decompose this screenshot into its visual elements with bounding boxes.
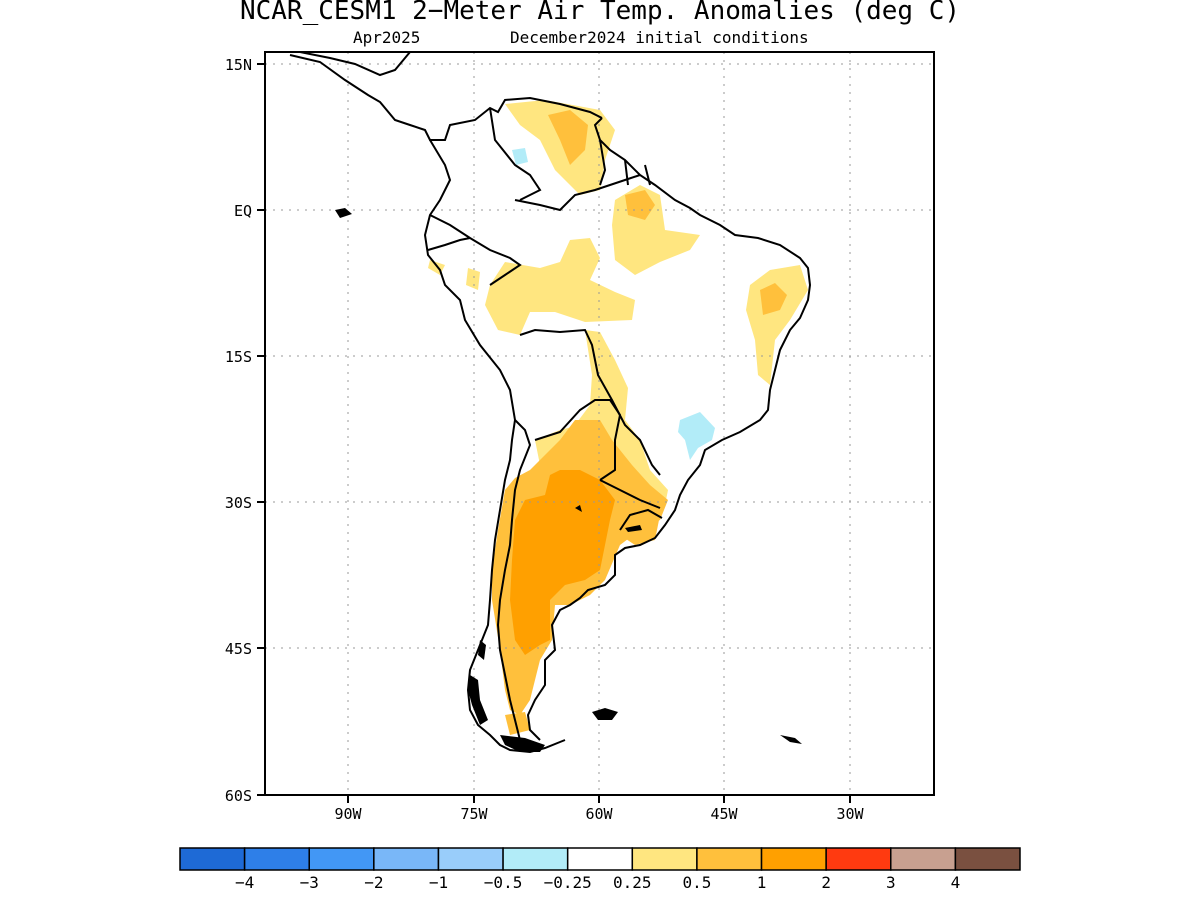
- colorbar-label: 3: [886, 873, 896, 892]
- anomaly-area-colombia-cool: [512, 148, 528, 165]
- colorbar-swatch: [502, 847, 569, 871]
- galapagos: [335, 208, 352, 218]
- tierra-del-fuego: [500, 735, 545, 752]
- south-georgia: [780, 735, 802, 744]
- colorbar-swatch: [890, 847, 957, 871]
- anomaly-area-northeast-venezuela: [505, 100, 615, 195]
- lake-argentina: [575, 505, 582, 512]
- lon-label: 60W: [585, 805, 613, 823]
- lat-label: 15N: [225, 56, 252, 74]
- init-conditions-label: December2024 initial conditions: [510, 28, 809, 47]
- colorbar-swatch: [631, 847, 698, 871]
- argentina-brazil-border: [599, 479, 661, 509]
- bolivia-paraguay-border: [534, 399, 622, 481]
- colorbar-label: 1: [757, 873, 767, 892]
- colorbar-label: −0.5: [484, 873, 523, 892]
- colorbar-label: −2: [364, 873, 383, 892]
- anomaly-area-southeast-brazil-cool: [678, 412, 715, 460]
- central-america-coast: [289, 54, 603, 141]
- colorbar-swatch: [825, 847, 892, 871]
- anomaly-area-guiana-core: [625, 190, 655, 220]
- anomaly-area-peru: [466, 268, 480, 290]
- colorbar: −4 −3 −2 −1 −0.5 −0.25 0.25 0.5 1 2 3 4: [179, 847, 1021, 892]
- islands: [335, 208, 802, 752]
- colorbar-label: −1: [429, 873, 448, 892]
- falkland-islands: [592, 708, 618, 720]
- colorbar-label: 2: [821, 873, 831, 892]
- anomaly-area-argentina-core: [510, 470, 615, 655]
- anomaly-area-patagonia-south: [505, 712, 530, 735]
- lat-label: 45S: [225, 640, 252, 658]
- colorbar-label: −4: [235, 873, 254, 892]
- axis-ticks: [257, 63, 851, 803]
- lat-label: 60S: [225, 787, 252, 805]
- map-title: NCAR_CESM1 2−Meter Air Temp. Anomalies (…: [239, 0, 961, 26]
- south-america-coast: [423, 117, 812, 754]
- colorbar-label: −3: [300, 873, 319, 892]
- argentina-chile-border: [496, 419, 532, 741]
- anomaly-area-guianas: [612, 185, 700, 275]
- chiloe-island: [478, 640, 486, 660]
- lat-label: EQ: [234, 202, 252, 220]
- valid-month-label: Apr2025: [353, 28, 421, 47]
- colorbar-label: 0.25: [613, 873, 652, 892]
- lon-label: 30W: [836, 805, 864, 823]
- lon-label: 75W: [460, 805, 488, 823]
- anomaly-area-amazon-west: [428, 260, 445, 275]
- lat-label: 15S: [225, 348, 252, 366]
- lon-labels: 90W 75W 60W 45W 30W: [334, 805, 864, 823]
- colorbar-swatch: [373, 847, 440, 871]
- colombia-venezuela-border: [489, 107, 542, 201]
- colorbar-swatch: [243, 847, 310, 871]
- lon-label: 90W: [334, 805, 362, 823]
- anomaly-shading: [428, 100, 808, 735]
- colorbar-swatch: [179, 847, 246, 871]
- colorbar-swatch: [437, 847, 504, 871]
- colorbar-label: 0.5: [682, 873, 711, 892]
- anomaly-area-brazil-core: [760, 283, 787, 315]
- chile-fjords: [468, 675, 488, 725]
- colorbar-swatch: [696, 847, 763, 871]
- colorbar-swatch: [760, 847, 827, 871]
- brazil-venezuela-border: [514, 174, 641, 212]
- central-america-north: [299, 52, 411, 77]
- guiana-borders: [599, 139, 651, 186]
- anomaly-area-venezuela-core: [548, 110, 588, 165]
- uruguay-border: [619, 508, 663, 531]
- lat-label: 30S: [225, 494, 252, 512]
- colorbar-swatch: [566, 847, 634, 871]
- lon-label: 45W: [710, 805, 738, 823]
- coastlines: [289, 52, 812, 754]
- colorbar-label: 4: [951, 873, 961, 892]
- peru-bolivia-border: [519, 328, 661, 476]
- colombia-peru-border: [429, 214, 522, 286]
- lake-uruguay: [625, 525, 642, 532]
- ecuador-border: [427, 237, 471, 251]
- anomaly-area-amazon-central: [485, 238, 635, 335]
- lat-labels: 15N EQ 15S 30S 45S 60S: [225, 56, 252, 805]
- colorbar-label: −0.25: [544, 873, 592, 892]
- colorbar-swatch: [308, 847, 375, 871]
- colorbar-swatch: [954, 847, 1021, 871]
- anomaly-area-northeast-brazil: [746, 265, 808, 385]
